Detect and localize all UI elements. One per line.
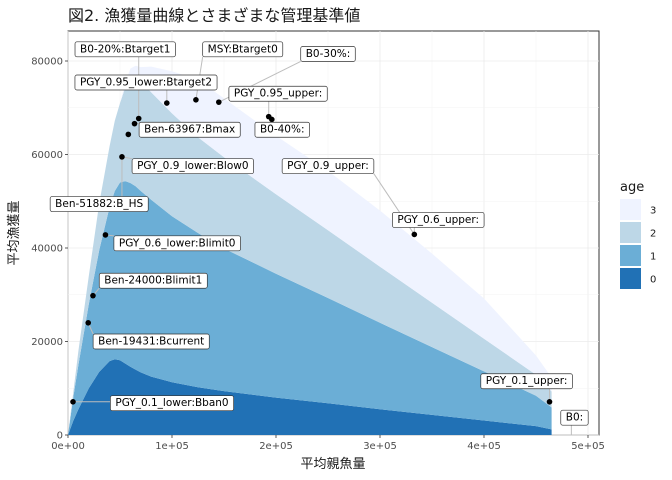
reference-point (131, 120, 138, 127)
annotation-text: B0-20%:Btarget1 (80, 43, 170, 55)
annotation-label: Ben-63967:Bmax (138, 121, 241, 138)
annotation-box (92, 333, 210, 350)
legend-label: 3 (650, 206, 656, 217)
legend-key-age-2 (620, 222, 641, 243)
annotation-label: B0-30%: (300, 46, 356, 62)
x-axis-title: 平均親魚量 (300, 457, 365, 472)
annotation-label: Ben-51882:B_HS (49, 196, 149, 212)
legend-key-age-0 (620, 268, 641, 289)
x-tick-label: 5e+05 (571, 441, 605, 452)
annotation-text: MSY:Btarget0 (208, 43, 278, 55)
x-tick-label: 1e+05 (155, 441, 189, 452)
annotation-label: Ben-24000:Blimit1 (98, 272, 208, 289)
annotation-box (392, 212, 485, 228)
reference-point (119, 154, 125, 160)
annotation-box (480, 373, 573, 390)
reference-points (70, 97, 553, 405)
x-tick-label: 3e+05 (363, 441, 397, 452)
annotation-box (560, 409, 589, 426)
y-tick-label: 40000 (31, 244, 63, 255)
annotation-box (131, 158, 254, 175)
reference-point-labels: B0-20%:Btarget1 MSY:Btarget0 B0-30%: PGY_0.… (49, 41, 589, 426)
annotation-text: Ben-51882:B_HS (55, 198, 143, 210)
annotation-text: Ben-24000:Blimit1 (104, 275, 202, 287)
annotation-text: PGY_0.1_lower:Bban0 (115, 397, 228, 409)
legend-key-age-1 (620, 245, 641, 266)
annotation-label: B0: (560, 409, 589, 426)
annotation-label: PGY_0.95_lower:Btarget2 (74, 74, 218, 91)
annotation-text: B0-40%: (260, 124, 305, 136)
annotation-label: PGY_0.6_lower:Blimit0 (113, 235, 241, 252)
annotation-text: PGY_0.95_lower:Btarget2 (80, 77, 212, 89)
legend-title: age (620, 180, 644, 195)
reference-point (193, 97, 199, 103)
x-tick-label: 0e+00 (51, 441, 85, 452)
annotation-box (228, 85, 328, 102)
annotation-text: PGY_0.6_upper: (397, 214, 479, 226)
reference-point (216, 99, 222, 105)
legend: age 3 2 1 0 (620, 180, 656, 289)
annotation-text: PGY_0.9_lower:Blow0 (137, 160, 248, 172)
reference-point (90, 292, 96, 299)
annotation-label: B0-40%: (254, 121, 310, 138)
annotation-label: MSY:Btarget0 (202, 41, 284, 58)
annotation-text: B0: (566, 412, 583, 424)
annotation-label: PGY_0.1_lower:Bban0 (110, 395, 234, 412)
y-axis-title: 平均漁獲量 (7, 200, 22, 265)
y-tick-label: 0 (57, 431, 63, 442)
annotation-text: PGY_0.9_upper: (287, 160, 369, 172)
x-tick-label: 4e+05 (467, 441, 501, 452)
annotation-text: Ben-19431:Bcurrent (98, 336, 204, 348)
annotation-box (300, 46, 356, 62)
reference-point (70, 399, 76, 405)
annotation-label: PGY_0.6_upper: (392, 212, 485, 228)
reference-point (411, 231, 418, 238)
annotation-box (281, 158, 375, 175)
reference-point (135, 115, 142, 122)
reference-point (125, 131, 132, 138)
annotation-box (138, 121, 241, 138)
annotation-text: PGY_0.1_upper: (486, 375, 568, 387)
annotation-box (110, 395, 234, 412)
legend-label: 2 (650, 229, 656, 240)
annotation-label: PGY_0.9_lower:Blow0 (131, 158, 254, 175)
reference-point (269, 116, 275, 123)
annotation-text: PGY_0.6_lower:Blimit0 (119, 237, 236, 249)
annotation-label: B0-20%:Btarget1 (74, 41, 176, 58)
annotation-label: Ben-19431:Bcurrent (92, 333, 210, 350)
reference-point (85, 320, 92, 326)
annotation-box (49, 196, 149, 212)
annotation-box (74, 74, 218, 91)
legend-label: 0 (650, 275, 656, 286)
area-age-0 (68, 359, 552, 435)
chart-title: 図2. 漁獲量曲線とさまざまな管理基準値 (68, 6, 360, 25)
legend-label: 1 (650, 252, 656, 263)
x-tick-label: 2e+05 (259, 441, 293, 452)
reference-point (164, 100, 170, 106)
legend-key-age-3 (620, 199, 641, 220)
reference-point (102, 232, 109, 238)
x-axis: 0e+00 1e+05 2e+05 3e+05 4e+05 5e+05 (51, 435, 605, 452)
annotation-box (254, 121, 310, 138)
annotation-text: PGY_0.95_upper: (234, 88, 322, 100)
y-tick-label: 80000 (31, 57, 63, 68)
annotation-text: Ben-63967:Bmax (144, 124, 235, 136)
annotation-box (113, 235, 241, 252)
annotation-label: PGY_0.9_upper: (281, 158, 375, 175)
annotation-box (202, 41, 284, 58)
annotation-label: PGY_0.1_upper: (480, 373, 573, 390)
reference-point (546, 399, 553, 405)
y-tick-label: 20000 (31, 337, 63, 348)
annotation-box (98, 272, 208, 289)
annotation-box (74, 41, 176, 58)
y-tick-label: 60000 (31, 150, 63, 161)
y-axis: 0 20000 40000 60000 80000 (31, 57, 68, 442)
annotation-label: PGY_0.95_upper: (228, 85, 328, 102)
annotation-text: B0-30%: (306, 48, 351, 60)
